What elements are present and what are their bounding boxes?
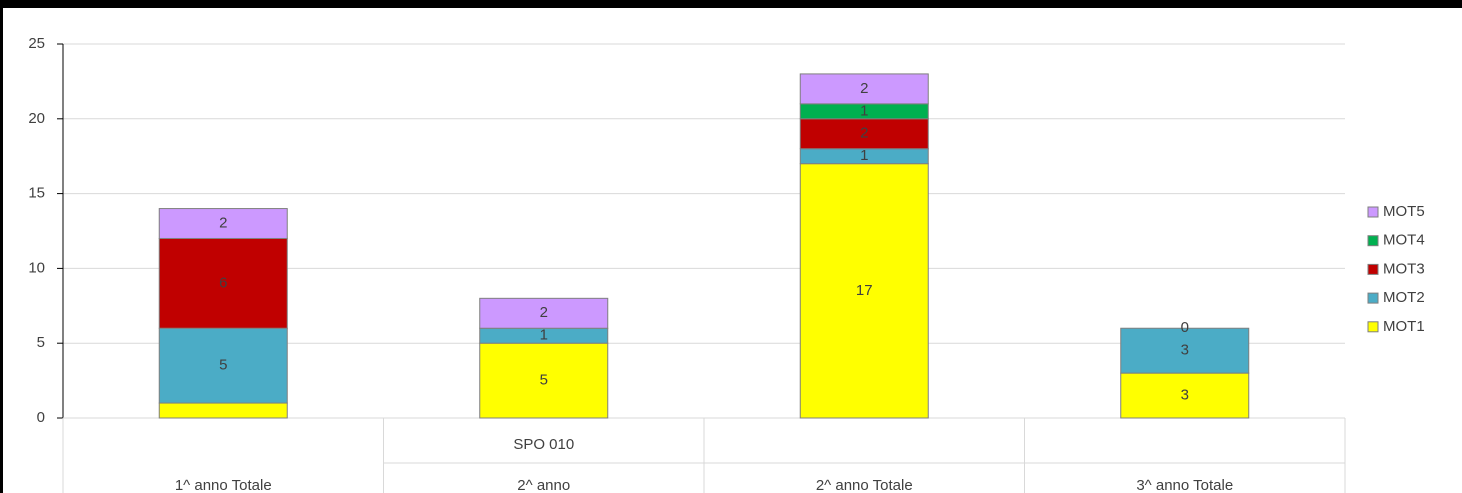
data-label: 1 bbox=[860, 147, 868, 164]
data-label: 2 bbox=[219, 214, 227, 231]
bar-segment bbox=[158, 327, 288, 404]
x-subcategory-label: SPO 010 bbox=[513, 436, 574, 453]
data-label: 5 bbox=[540, 372, 548, 389]
y-tick-label: 0 bbox=[37, 409, 45, 426]
bar-segment bbox=[799, 163, 929, 419]
legend-swatch bbox=[1367, 235, 1379, 247]
legend-swatch bbox=[1367, 263, 1379, 275]
y-tick-label: 5 bbox=[37, 334, 45, 351]
data-label: 1 bbox=[540, 327, 548, 344]
legend-swatch bbox=[1367, 292, 1379, 304]
data-label: 2 bbox=[540, 304, 548, 321]
legend-label: MOT2 bbox=[1383, 289, 1425, 306]
bar-segment bbox=[479, 297, 609, 329]
data-label: 5 bbox=[219, 357, 227, 374]
data-label: 3 bbox=[1181, 342, 1189, 359]
x-tick-label: 1^ anno Totale bbox=[175, 477, 272, 493]
legend-swatch bbox=[1367, 321, 1379, 333]
legend-label: MOT5 bbox=[1383, 203, 1425, 220]
data-label: 17 bbox=[856, 282, 873, 299]
x-tick-label: 2^ anno bbox=[517, 477, 570, 493]
bar-segment bbox=[479, 342, 609, 419]
bar-segment bbox=[1120, 327, 1250, 374]
y-tick-label: 20 bbox=[28, 110, 45, 127]
data-label: 2 bbox=[860, 125, 868, 142]
legend-label: MOT1 bbox=[1383, 318, 1425, 335]
x-tick-label: 2^ anno Totale bbox=[816, 477, 913, 493]
data-label: 2 bbox=[860, 80, 868, 97]
y-tick-label: 25 bbox=[28, 35, 45, 52]
legend-label: MOT4 bbox=[1383, 232, 1425, 249]
y-tick-label: 15 bbox=[28, 185, 45, 202]
bar-segment bbox=[1120, 372, 1250, 419]
data-label: 1 bbox=[860, 102, 868, 119]
legend-label: MOT3 bbox=[1383, 260, 1425, 277]
data-label: 3 bbox=[1181, 387, 1189, 404]
data-label: 0 bbox=[1181, 319, 1189, 336]
x-tick-label: 3^ anno Totale bbox=[1136, 477, 1233, 493]
bar-segment bbox=[158, 237, 288, 329]
bar-segment bbox=[158, 208, 288, 239]
bar-segment bbox=[799, 118, 929, 150]
legend-swatch bbox=[1367, 206, 1379, 218]
y-tick-label: 10 bbox=[28, 259, 45, 276]
data-label: 6 bbox=[219, 274, 227, 291]
bar-segment bbox=[799, 73, 929, 105]
bar-segment bbox=[158, 402, 288, 419]
